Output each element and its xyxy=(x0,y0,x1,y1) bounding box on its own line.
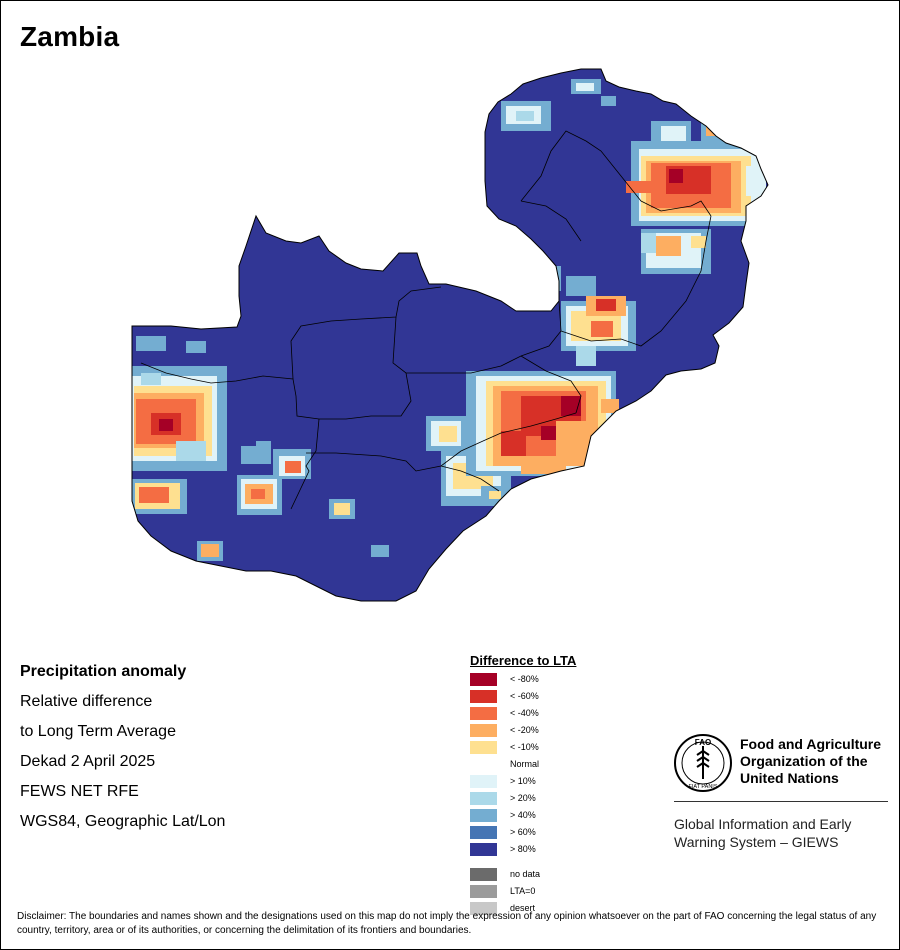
legend-item-swatch xyxy=(470,809,497,822)
fao-name: Food and Agriculture Organization of the… xyxy=(740,736,882,786)
copperbelt-central-boundary xyxy=(392,316,562,374)
legend-item-row: Normal xyxy=(470,757,650,774)
legend-item-label: > 80% xyxy=(510,844,536,854)
info-line-description: Relative difference xyxy=(20,693,153,710)
info-line-title: Precipitation anomaly xyxy=(20,663,187,680)
branding-divider xyxy=(674,801,888,802)
legend-item-row: > 40% xyxy=(470,808,650,825)
fao-logo-text-bottom: FIAT PANIS xyxy=(688,784,717,790)
central-eastern-boundary xyxy=(520,355,582,414)
legend-item-swatch xyxy=(470,792,497,805)
legend-item-swatch xyxy=(470,724,497,737)
legend-item-row: > 20% xyxy=(470,791,650,808)
western-southern-boundary xyxy=(290,418,320,510)
legend-item-row: < -10% xyxy=(470,740,650,757)
legend: Difference to LTA < -80% < -60% < -40% < -2… xyxy=(470,653,650,918)
legend-item-row: > 80% xyxy=(470,842,650,859)
legend-item-label: < -80% xyxy=(510,674,539,684)
legend-item-row: < -40% xyxy=(470,706,650,723)
legend-items: < -80% < -60% < -40% < -20% < -10% Normal > 10… xyxy=(470,672,650,859)
zambia-anomaly-map xyxy=(131,68,769,602)
legend-item-row: > 60% xyxy=(470,825,650,842)
legend-extra-item-swatch xyxy=(470,902,497,915)
map-info-block: Precipitation anomaly Relative differenc… xyxy=(20,657,380,837)
legend-item-row: < -20% xyxy=(470,723,650,740)
central-east-anomaly-patch xyxy=(426,276,636,506)
legend-extra-item-label: no data xyxy=(510,869,541,879)
province-boundaries xyxy=(140,130,712,510)
luapula-boundary xyxy=(558,300,562,332)
northeast-anomaly-patch xyxy=(626,121,766,274)
giews-name: Global Information and Early Warning Sys… xyxy=(674,816,852,850)
legend-item-swatch xyxy=(470,673,497,686)
legend-item-swatch xyxy=(470,758,497,771)
legend-item-swatch xyxy=(470,843,497,856)
legend-extra-item-label: LTA=0 xyxy=(510,886,536,896)
legend-item-swatch xyxy=(470,707,497,720)
west-anomaly-patch xyxy=(132,366,227,471)
southwest-anomaly-patches xyxy=(132,446,389,561)
zambia-border xyxy=(131,68,769,602)
legend-extra-item-row: no data xyxy=(470,867,650,884)
info-line-period: Dekad 2 April 2025 xyxy=(20,753,156,770)
legend-extra-item-swatch xyxy=(470,868,497,881)
legend-item-swatch xyxy=(470,775,497,788)
legend-item-label: > 20% xyxy=(510,793,536,803)
legend-item-label: < -20% xyxy=(510,725,539,735)
legend-item-label: Normal xyxy=(510,759,540,769)
western-northwestern-boundary xyxy=(140,362,320,420)
legend-item-swatch xyxy=(470,826,497,839)
luapula-northern-boundary xyxy=(520,200,582,242)
legend-item-label: > 10% xyxy=(510,776,536,786)
lusaka-southern-boundary xyxy=(440,465,500,492)
legend-extra-item-row: LTA=0 xyxy=(470,884,650,901)
legend-title: Difference to LTA xyxy=(470,653,577,668)
legend-item-label: < -40% xyxy=(510,708,539,718)
info-line-projection: WGS84, Geographic Lat/Lon xyxy=(20,813,226,830)
fao-logo-text-top: FAO xyxy=(695,738,711,747)
legend-item-row: < -80% xyxy=(470,672,650,689)
northern-muchinga-boundary xyxy=(520,130,712,217)
legend-item-label: < -60% xyxy=(510,691,539,701)
legend-item-swatch xyxy=(470,690,497,703)
legend-item-label: > 40% xyxy=(510,810,536,820)
info-line-source: FEWS NET RFE xyxy=(20,783,139,800)
central-lusaka-boundary xyxy=(319,372,412,420)
legend-extra-item-label: desert xyxy=(510,903,536,913)
southern-central-boundary xyxy=(306,412,577,472)
legend-item-label: < -10% xyxy=(510,742,539,752)
legend-item-swatch xyxy=(470,741,497,754)
legend-extra-item-swatch xyxy=(470,885,497,898)
info-line-description-2: to Long Term Average xyxy=(20,723,176,740)
legend-extra-items: no data LTA=0 desert xyxy=(470,867,650,918)
map-title: Zambia xyxy=(20,21,120,52)
legend-item-row: < -60% xyxy=(470,689,650,706)
legend-extra-item-row: desert xyxy=(470,901,650,918)
legend-item-row: > 10% xyxy=(470,774,650,791)
disclaimer: Disclaimer: The boundaries and names sho… xyxy=(17,911,877,936)
northwestern-copperbelt-boundary xyxy=(290,286,442,380)
muchinga-eastern-boundary xyxy=(560,215,712,347)
fao-logo: FAO FIAT PANIS xyxy=(674,734,732,792)
legend-item-label: > 60% xyxy=(510,827,536,837)
